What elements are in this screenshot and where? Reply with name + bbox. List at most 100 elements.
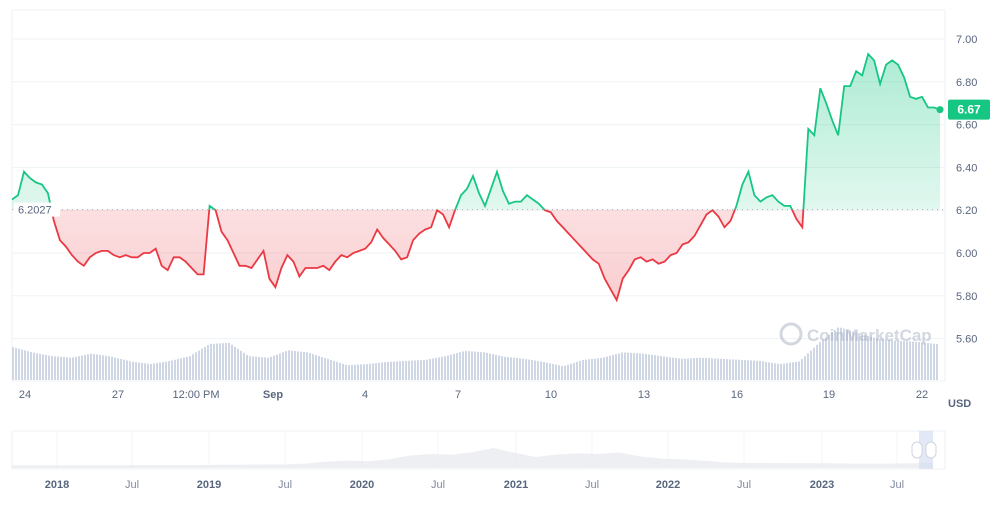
navigator-tick-label: 2023 [810,479,834,491]
volume-bar [222,343,224,380]
volume-bar [321,357,323,380]
volume-bar [324,357,326,380]
volume-bar [681,358,683,380]
x-tick-label: 13 [638,389,650,401]
volume-bar [105,355,107,380]
area-below-baseline [51,209,804,301]
volume-bar [600,357,602,380]
x-tick-label: 7 [455,389,461,401]
volume-bar [486,352,488,380]
volume-bar [312,354,314,380]
volume-bar [657,355,659,380]
volume-bars [12,327,938,380]
x-tick-label: 4 [362,389,368,401]
volume-bar [354,364,356,380]
volume-bar [408,360,410,380]
volume-bar [669,357,671,380]
volume-bar [195,352,197,380]
volume-bar [516,358,518,380]
volume-bar [378,362,380,380]
navigator-tick-label: Jul [585,479,599,491]
volume-bar [522,358,524,380]
volume-bar [318,356,320,380]
navigator-area [12,448,933,468]
volume-bar [672,357,674,380]
volume-bar [528,359,530,380]
volume-bar [684,358,686,380]
volume-bar [483,352,485,380]
volume-bar [870,336,872,380]
volume-bar [591,358,593,380]
volume-bar [165,361,167,380]
volume-bar [654,355,656,380]
navigator-handle-left[interactable] [911,441,923,459]
volume-bar [717,358,719,380]
volume-bar [147,363,149,380]
volume-bar [327,358,329,380]
x-tick-label: 22 [916,389,928,401]
volume-bar [531,360,533,380]
volume-bar [162,362,164,380]
x-tick-label: 10 [545,389,557,401]
volume-bar [426,359,428,380]
volume-bar [627,352,629,380]
volume-bar [339,362,341,380]
volume-bar [693,358,695,380]
volume-bar [348,365,350,380]
volume-bar [216,343,218,380]
volume-bar [642,353,644,380]
volume-bar [396,361,398,380]
y-axis-unit: USD [948,398,971,410]
volume-bar [837,327,839,380]
x-tick-label: 16 [731,389,743,401]
volume-bar [618,353,620,380]
volume-bar [906,341,908,380]
volume-bar [645,354,647,380]
volume-bar [822,339,824,380]
volume-bar [333,360,335,380]
volume-bar [453,353,455,380]
volume-bar [30,351,32,380]
volume-bar [447,355,449,380]
volume-bar [471,351,473,380]
volume-bar [723,358,725,380]
y-tick-label: 6.20 [956,205,977,217]
volume-bar [711,358,713,380]
volume-bar [84,354,86,380]
volume-bar [660,356,662,380]
volume-bar [858,333,860,380]
volume-bar [570,363,572,380]
navigator-tick-label: 2019 [197,479,221,491]
volume-bar [264,357,266,380]
volume-bar [687,358,689,380]
navigator-tick-label: Jul [278,479,292,491]
volume-bar [60,356,62,380]
volume-bar [48,355,50,380]
volume-bar [429,359,431,380]
volume-bar [87,354,89,380]
volume-bar [624,352,626,380]
navigator-handle-right[interactable] [925,441,937,459]
volume-bar [675,358,677,380]
volume-bar [477,351,479,380]
volume-bar [156,363,158,380]
volume-bar [372,363,374,380]
volume-bar [594,358,596,380]
volume-bar [753,360,755,380]
volume-bar [294,351,296,380]
volume-bar [69,357,71,380]
volume-bar [825,337,827,380]
volume-bar [504,356,506,380]
volume-bar [774,363,776,380]
volume-bar [783,363,785,380]
volume-bar [831,332,833,380]
volume-bar [579,360,581,380]
navigator-tick-label: 2021 [504,479,528,491]
volume-bar [330,359,332,380]
volume-bar [609,355,611,380]
volume-bar [927,342,929,380]
navigator[interactable]: 2018 Jul 2019 Jul 2020 Jul 2021 Jul 2022 Jul 2023 J… [11,430,946,491]
volume-bar [702,357,704,380]
volume-bar [726,359,728,380]
